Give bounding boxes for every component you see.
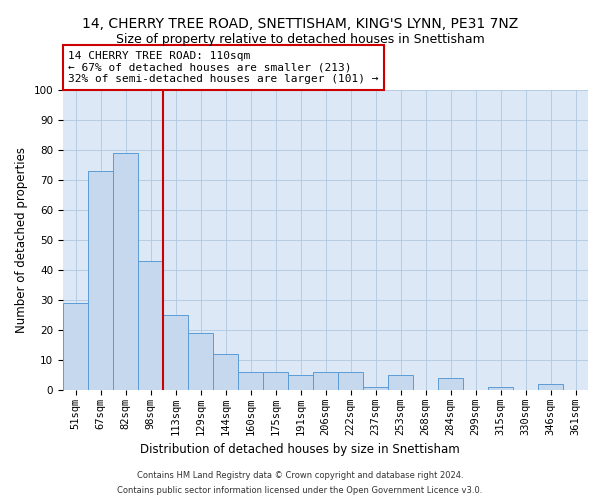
Text: Size of property relative to detached houses in Snettisham: Size of property relative to detached ho… — [116, 32, 484, 46]
Text: 14 CHERRY TREE ROAD: 110sqm
← 67% of detached houses are smaller (213)
32% of se: 14 CHERRY TREE ROAD: 110sqm ← 67% of det… — [68, 51, 379, 84]
Y-axis label: Number of detached properties: Number of detached properties — [15, 147, 28, 333]
Bar — [388, 375, 413, 390]
Text: 14, CHERRY TREE ROAD, SNETTISHAM, KING'S LYNN, PE31 7NZ: 14, CHERRY TREE ROAD, SNETTISHAM, KING'S… — [82, 18, 518, 32]
Bar — [88, 171, 113, 390]
Bar — [363, 387, 388, 390]
Bar — [288, 375, 313, 390]
Bar — [113, 153, 138, 390]
Bar — [263, 372, 288, 390]
Bar — [188, 333, 213, 390]
Bar — [238, 372, 263, 390]
Bar — [338, 372, 363, 390]
Bar — [138, 261, 163, 390]
Bar — [213, 354, 238, 390]
Bar — [488, 387, 513, 390]
Bar — [438, 378, 463, 390]
Text: Contains public sector information licensed under the Open Government Licence v3: Contains public sector information licen… — [118, 486, 482, 495]
Bar — [163, 315, 188, 390]
Text: Contains HM Land Registry data © Crown copyright and database right 2024.: Contains HM Land Registry data © Crown c… — [137, 471, 463, 480]
Bar — [63, 303, 88, 390]
Text: Distribution of detached houses by size in Snettisham: Distribution of detached houses by size … — [140, 442, 460, 456]
Bar — [313, 372, 338, 390]
Bar — [538, 384, 563, 390]
